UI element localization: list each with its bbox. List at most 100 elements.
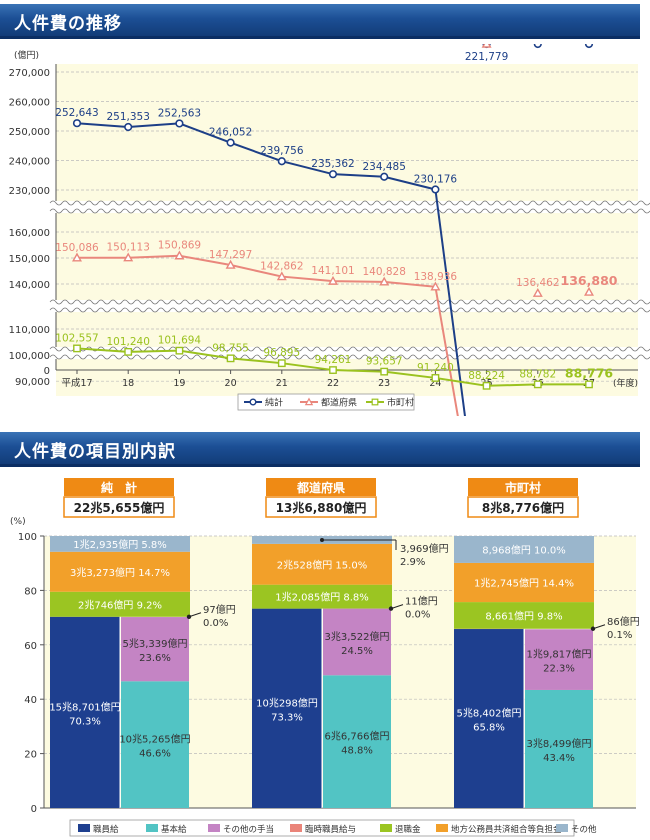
data-point bbox=[329, 366, 337, 374]
legend-label: その他の手当 bbox=[223, 824, 274, 835]
callout-pct: 0.1% bbox=[607, 630, 632, 641]
y-axis-unit: (億円) bbox=[14, 49, 39, 61]
axis-break-mark bbox=[49, 354, 650, 360]
data-label: 140,828 bbox=[362, 266, 405, 278]
data-point bbox=[380, 367, 389, 376]
section-header-breakdown: 人件費の項目別内訳 bbox=[0, 432, 640, 467]
data-point bbox=[124, 122, 133, 132]
data-label: 91,240 bbox=[417, 362, 454, 374]
data-point bbox=[124, 347, 133, 356]
bar-segment bbox=[454, 629, 524, 808]
bar-segment bbox=[120, 536, 190, 552]
x-tick-label: 20 bbox=[225, 378, 237, 389]
x-tick-label: 平成17 bbox=[61, 377, 92, 389]
bar-segment bbox=[50, 591, 120, 617]
bar-segment bbox=[323, 608, 391, 676]
bar-segment bbox=[454, 536, 524, 563]
callout-amount: 86億円 bbox=[607, 615, 640, 628]
y-tick-label: 260,000 bbox=[9, 98, 50, 109]
legend-label: 純計 bbox=[265, 397, 283, 409]
data-label: 141,101 bbox=[311, 265, 354, 277]
group-name: 純 計 bbox=[101, 480, 137, 495]
data-point bbox=[380, 172, 389, 181]
data-point bbox=[123, 252, 134, 262]
callout-amount: 97億円 bbox=[203, 603, 236, 616]
series-line-2 bbox=[76, 254, 459, 416]
y-tick-label: 40 bbox=[24, 695, 37, 706]
x-tick-label: 19 bbox=[173, 378, 185, 389]
group-total-box bbox=[467, 496, 579, 518]
data-point bbox=[174, 250, 185, 260]
axis-break-mark bbox=[49, 307, 650, 313]
segment-pct-label: 24.5% bbox=[341, 646, 373, 657]
bar-segment bbox=[252, 543, 322, 585]
callout-line bbox=[188, 612, 202, 618]
data-label: 93,657 bbox=[366, 356, 403, 368]
x-tick-label: 22 bbox=[327, 378, 339, 389]
bar-segment bbox=[50, 536, 120, 552]
segment-pct-label: 65.8% bbox=[473, 723, 505, 734]
y-tick-label: 250,000 bbox=[9, 127, 50, 138]
bar-segment bbox=[120, 551, 190, 592]
group-total: 13兆6,880億円 bbox=[276, 500, 367, 515]
group-total: 22兆5,655億円 bbox=[74, 500, 165, 515]
data-point bbox=[532, 287, 543, 297]
segment-label: 1兆2,935億円 5.8% bbox=[73, 538, 167, 551]
data-label: 251,353 bbox=[106, 111, 149, 123]
legend-swatch bbox=[78, 824, 90, 832]
data-label: 235,362 bbox=[311, 158, 354, 170]
callout-dot bbox=[590, 626, 596, 631]
legend-marker bbox=[304, 397, 314, 406]
y-tick-label: 230,000 bbox=[9, 186, 50, 197]
data-label: 221,779 bbox=[465, 51, 508, 63]
y-tick-label: 90,000 bbox=[15, 377, 50, 388]
bar-segment bbox=[525, 689, 593, 808]
data-point bbox=[533, 44, 542, 49]
data-point bbox=[379, 276, 390, 286]
data-label: 136,880 bbox=[561, 273, 618, 288]
data-point bbox=[277, 359, 286, 368]
legend-swatch bbox=[208, 824, 220, 832]
segment-label: 2兆528億円 15.0% bbox=[277, 558, 367, 571]
y-tick-label: 100 bbox=[18, 532, 37, 543]
data-point bbox=[225, 259, 236, 269]
bar-segment bbox=[252, 536, 322, 544]
data-point bbox=[73, 344, 81, 353]
callout-pct: 2.9% bbox=[400, 557, 425, 568]
legend bbox=[237, 393, 415, 411]
segment-amount-label: 5兆8,402億円 bbox=[457, 707, 522, 720]
callout-amount: 3,969億円 bbox=[400, 542, 449, 555]
bar-segment bbox=[322, 584, 392, 609]
y-tick-label: 0 bbox=[31, 804, 37, 815]
data-label: 102,557 bbox=[55, 332, 98, 344]
y-tick-label: 150,000 bbox=[9, 254, 50, 265]
data-label: 88,776 bbox=[565, 365, 614, 380]
x-axis-unit: (年度) bbox=[613, 377, 638, 389]
bar-segment bbox=[524, 562, 594, 603]
legend-marker bbox=[249, 398, 257, 406]
data-point bbox=[533, 380, 542, 389]
bar-segment bbox=[120, 591, 190, 617]
segment-amount-label: 15兆8,701億円 bbox=[49, 700, 120, 713]
data-label: 142,862 bbox=[260, 261, 303, 273]
bar-segment bbox=[454, 562, 524, 603]
segment-amount-label: 10兆298億円 bbox=[256, 696, 318, 709]
segment-label: 8,968億円 10.0% bbox=[482, 543, 566, 556]
callout-dot bbox=[388, 606, 394, 611]
data-label: 252,563 bbox=[158, 107, 201, 119]
y-tick-label: 80 bbox=[24, 586, 37, 597]
legend-swatch bbox=[556, 824, 568, 832]
y-tick-label: 160,000 bbox=[9, 228, 50, 239]
legend-label: 都道府県 bbox=[321, 397, 357, 409]
stacked-bar-chart: (%) 0 20 40 60 80 100 純 計 22兆5,655億円 15兆8,701億円 70… bbox=[10, 478, 640, 837]
group-total-box bbox=[63, 496, 175, 518]
data-label: 94,261 bbox=[315, 354, 352, 366]
segment-label: 1兆2,085億円 8.8% bbox=[275, 591, 369, 604]
segment-amount-label: 3兆8,499億円 bbox=[527, 737, 592, 750]
bar-segment bbox=[50, 616, 120, 808]
legend-label: 臨時職員給与 bbox=[305, 824, 356, 835]
callout-line bbox=[390, 604, 404, 610]
section-title-breakdown: 人件費の項目別内訳 bbox=[14, 442, 176, 462]
legend-label: 市町村 bbox=[387, 397, 414, 409]
legend-label: 職員給 bbox=[93, 824, 119, 835]
